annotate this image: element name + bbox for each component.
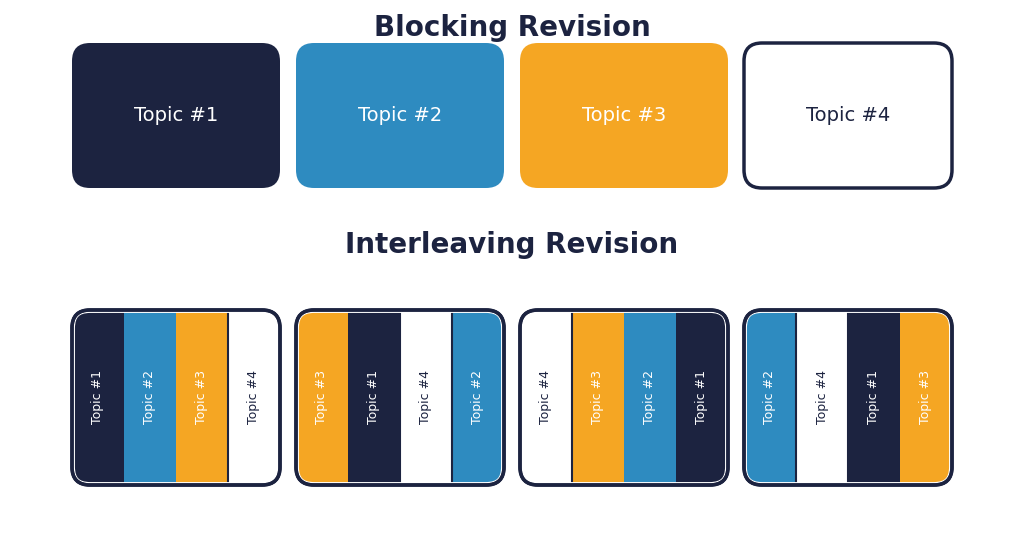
Bar (452, 310, 504, 485)
Bar (744, 310, 796, 485)
FancyBboxPatch shape (744, 43, 952, 188)
Text: Topic #3: Topic #3 (592, 370, 604, 424)
Bar (124, 310, 176, 485)
Bar (624, 310, 676, 485)
FancyBboxPatch shape (296, 310, 504, 485)
Text: Topic #4: Topic #4 (420, 370, 432, 424)
Bar (400, 310, 452, 485)
Bar (400, 310, 452, 485)
Bar (348, 310, 400, 485)
FancyBboxPatch shape (296, 43, 504, 188)
FancyBboxPatch shape (72, 43, 280, 188)
Bar (228, 310, 280, 485)
Text: Topic #1: Topic #1 (695, 370, 709, 424)
Text: Topic #1: Topic #1 (134, 106, 218, 125)
Bar (796, 310, 848, 485)
Bar (296, 310, 348, 485)
FancyBboxPatch shape (72, 310, 280, 485)
Text: Topic #3: Topic #3 (582, 106, 667, 125)
Text: Topic #1: Topic #1 (91, 370, 104, 424)
Text: Topic #2: Topic #2 (471, 370, 484, 424)
Text: Topic #2: Topic #2 (143, 370, 157, 424)
Text: Topic #2: Topic #2 (764, 370, 776, 424)
Text: Topic #4: Topic #4 (540, 370, 553, 424)
Bar (176, 310, 228, 485)
Text: Topic #2: Topic #2 (357, 106, 442, 125)
Text: Topic #3: Topic #3 (920, 370, 933, 424)
FancyBboxPatch shape (520, 310, 728, 485)
Bar (796, 310, 848, 485)
Bar (520, 310, 572, 485)
Bar (228, 310, 280, 485)
Bar (520, 310, 572, 485)
Text: Topic #2: Topic #2 (643, 370, 656, 424)
Text: Topic #4: Topic #4 (806, 106, 890, 125)
FancyBboxPatch shape (744, 310, 952, 485)
Text: Topic #1: Topic #1 (368, 370, 381, 424)
Text: Interleaving Revision: Interleaving Revision (345, 231, 679, 259)
Bar (572, 310, 624, 485)
Text: Topic #1: Topic #1 (867, 370, 881, 424)
Bar (676, 310, 728, 485)
Text: Topic #4: Topic #4 (815, 370, 828, 424)
FancyBboxPatch shape (520, 43, 728, 188)
Text: Topic #3: Topic #3 (315, 370, 329, 424)
Bar (900, 310, 952, 485)
Text: Topic #4: Topic #4 (248, 370, 260, 424)
Bar (848, 310, 900, 485)
Bar (72, 310, 124, 485)
Text: Blocking Revision: Blocking Revision (374, 14, 650, 42)
Text: Topic #3: Topic #3 (196, 370, 209, 424)
